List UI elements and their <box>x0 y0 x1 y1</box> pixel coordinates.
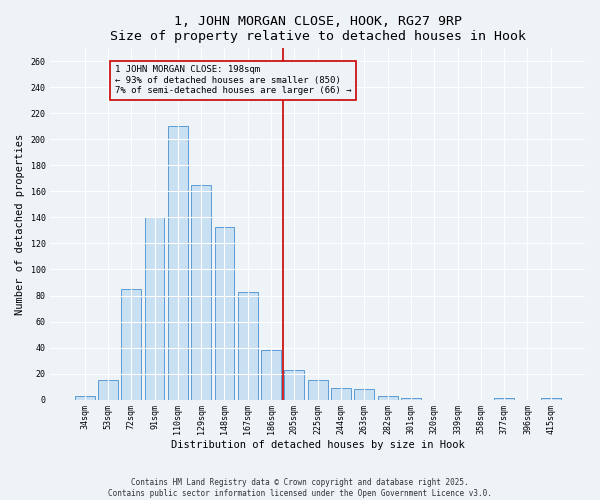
Bar <box>378 396 398 400</box>
Bar <box>145 218 164 400</box>
Title: 1, JOHN MORGAN CLOSE, HOOK, RG27 9RP
Size of property relative to detached house: 1, JOHN MORGAN CLOSE, HOOK, RG27 9RP Siz… <box>110 15 526 43</box>
Bar <box>168 126 188 400</box>
Bar <box>331 388 351 400</box>
Text: 1 JOHN MORGAN CLOSE: 198sqm
← 93% of detached houses are smaller (850)
7% of sem: 1 JOHN MORGAN CLOSE: 198sqm ← 93% of det… <box>115 65 352 95</box>
Bar <box>494 398 514 400</box>
Bar <box>215 226 235 400</box>
Bar <box>261 350 281 400</box>
Text: Contains HM Land Registry data © Crown copyright and database right 2025.
Contai: Contains HM Land Registry data © Crown c… <box>108 478 492 498</box>
Bar <box>401 398 421 400</box>
Bar <box>284 370 304 400</box>
Bar <box>238 292 257 400</box>
Y-axis label: Number of detached properties: Number of detached properties <box>15 134 25 314</box>
Bar <box>191 185 211 400</box>
Bar <box>121 289 141 400</box>
X-axis label: Distribution of detached houses by size in Hook: Distribution of detached houses by size … <box>171 440 464 450</box>
Bar <box>355 389 374 400</box>
Bar <box>541 398 561 400</box>
Bar <box>308 380 328 400</box>
Bar <box>75 396 95 400</box>
Bar <box>98 380 118 400</box>
